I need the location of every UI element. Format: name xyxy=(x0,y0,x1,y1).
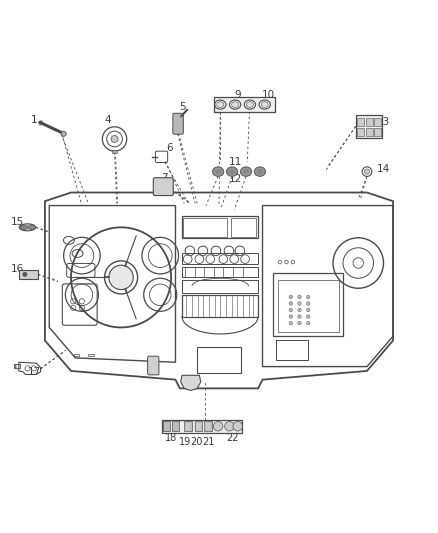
Circle shape xyxy=(298,315,301,318)
Circle shape xyxy=(15,364,17,366)
Bar xyxy=(214,97,275,111)
Ellipse shape xyxy=(240,167,252,176)
FancyBboxPatch shape xyxy=(148,356,159,375)
Text: 15: 15 xyxy=(11,217,25,227)
Bar xyxy=(14,364,20,368)
Circle shape xyxy=(289,321,293,325)
Circle shape xyxy=(111,135,118,142)
Circle shape xyxy=(213,422,223,431)
Bar xyxy=(194,421,202,431)
Bar xyxy=(195,422,201,431)
Circle shape xyxy=(289,315,293,318)
Circle shape xyxy=(289,295,293,298)
Circle shape xyxy=(307,315,310,318)
Circle shape xyxy=(289,308,293,312)
Bar xyxy=(88,353,94,356)
Ellipse shape xyxy=(247,102,253,108)
Circle shape xyxy=(364,169,370,174)
Bar xyxy=(197,347,241,373)
Text: 9: 9 xyxy=(235,90,241,100)
Bar xyxy=(357,128,364,136)
Bar xyxy=(184,218,227,237)
Text: 19: 19 xyxy=(179,437,191,447)
Circle shape xyxy=(61,131,66,136)
Circle shape xyxy=(23,272,27,277)
Circle shape xyxy=(109,265,133,289)
Bar xyxy=(204,421,212,431)
Text: 22: 22 xyxy=(226,433,238,442)
Circle shape xyxy=(298,308,301,312)
Ellipse shape xyxy=(261,102,268,108)
Circle shape xyxy=(233,422,243,431)
Bar xyxy=(182,279,258,293)
Text: 14: 14 xyxy=(376,164,390,174)
Bar xyxy=(231,218,256,237)
Ellipse shape xyxy=(19,224,36,231)
Circle shape xyxy=(307,308,310,312)
Text: 5: 5 xyxy=(179,102,185,112)
Bar xyxy=(172,421,179,431)
Polygon shape xyxy=(181,375,201,391)
Bar xyxy=(185,422,191,431)
Circle shape xyxy=(307,302,310,305)
Circle shape xyxy=(15,366,17,368)
Bar xyxy=(182,254,258,264)
Text: 12: 12 xyxy=(229,174,242,184)
Circle shape xyxy=(307,321,310,325)
Bar xyxy=(276,341,308,360)
Bar xyxy=(19,270,38,279)
Text: 16: 16 xyxy=(11,264,25,273)
Bar xyxy=(182,216,258,238)
Bar xyxy=(366,118,373,126)
Bar xyxy=(74,353,79,356)
Text: 1: 1 xyxy=(31,115,38,125)
Ellipse shape xyxy=(217,102,224,108)
Circle shape xyxy=(225,422,234,431)
Circle shape xyxy=(298,295,301,298)
Bar xyxy=(112,150,117,153)
Ellipse shape xyxy=(20,225,28,230)
Text: 17: 17 xyxy=(28,367,41,377)
Bar xyxy=(278,279,339,332)
Ellipse shape xyxy=(226,167,238,176)
Text: 10: 10 xyxy=(262,90,275,100)
Circle shape xyxy=(307,295,310,298)
Ellipse shape xyxy=(254,167,265,176)
Text: 23: 23 xyxy=(228,424,240,434)
FancyBboxPatch shape xyxy=(173,114,184,134)
Text: 13: 13 xyxy=(377,117,390,127)
Bar xyxy=(163,421,170,431)
Text: 4: 4 xyxy=(105,115,111,125)
Bar xyxy=(366,128,373,136)
Bar xyxy=(184,421,192,431)
Text: 20: 20 xyxy=(190,437,202,447)
Bar xyxy=(273,273,343,336)
Bar xyxy=(162,419,242,433)
Text: 6: 6 xyxy=(166,143,173,152)
Ellipse shape xyxy=(232,102,239,108)
Bar xyxy=(205,422,211,431)
Circle shape xyxy=(298,302,301,305)
Bar xyxy=(374,128,381,136)
FancyBboxPatch shape xyxy=(153,177,173,196)
Bar xyxy=(182,295,258,317)
Text: 7: 7 xyxy=(161,173,168,183)
Ellipse shape xyxy=(212,167,224,176)
Ellipse shape xyxy=(28,225,36,230)
Bar xyxy=(357,118,364,126)
Text: 11: 11 xyxy=(229,157,242,167)
Text: 21: 21 xyxy=(202,437,214,447)
Circle shape xyxy=(298,321,301,325)
Bar xyxy=(182,266,258,277)
Bar xyxy=(356,115,382,138)
Bar xyxy=(374,118,381,126)
Text: 18: 18 xyxy=(165,433,177,442)
Circle shape xyxy=(289,302,293,305)
